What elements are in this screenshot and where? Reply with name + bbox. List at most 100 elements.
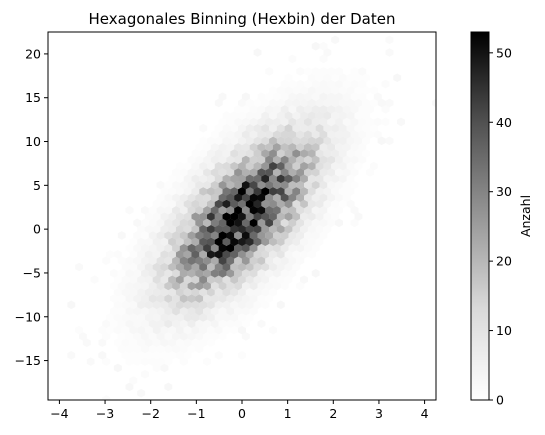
- hexbin-cell: [199, 250, 208, 259]
- hexbin-cell: [296, 142, 305, 152]
- hexbin-cell: [168, 224, 177, 234]
- hexbin-cell: [210, 180, 219, 190]
- hexbin-cell: [129, 300, 138, 310]
- hexbin-cell: [133, 294, 142, 303]
- hexbin-cell: [373, 130, 382, 139]
- hexbin-cell: [199, 149, 208, 158]
- hexbin-cell: [327, 155, 336, 165]
- hexbin-cell: [342, 130, 351, 139]
- hexbin-cell: [265, 67, 274, 76]
- hexbin-cell: [214, 262, 223, 272]
- hexbin-cell: [191, 325, 200, 335]
- colorbar-label: Anzahl: [518, 195, 533, 237]
- hexbin-cell: [226, 281, 235, 291]
- hexbin-cell: [311, 218, 320, 228]
- hexbin-cell: [300, 224, 309, 234]
- hexbin-cell: [300, 275, 309, 284]
- hexbin-cell: [346, 149, 355, 158]
- hexbin-cell: [102, 395, 111, 400]
- hexbin-cell: [191, 212, 200, 221]
- hexbin-cell: [269, 224, 277, 234]
- hexbin-cell: [315, 136, 324, 146]
- hexbin-cell: [160, 262, 169, 272]
- hexbin-cell: [311, 180, 320, 190]
- hexbin-cell: [226, 218, 235, 228]
- hexbin-cell: [86, 357, 95, 366]
- hexbin-cell: [350, 92, 359, 101]
- hexbin-cell: [218, 168, 227, 177]
- hexbin-cell: [311, 67, 320, 76]
- hexbin-cell: [179, 269, 188, 278]
- hexbin-cell: [265, 155, 274, 165]
- hexbin-cell: [238, 275, 246, 284]
- hexbin-cell: [292, 136, 301, 146]
- hexbin-cell: [238, 325, 246, 335]
- hexbin-cell: [179, 193, 188, 202]
- hexbin-cell: [199, 338, 208, 347]
- hexbin-cell: [327, 67, 336, 76]
- hexbin-cell: [350, 117, 359, 127]
- hexbin-cell: [164, 180, 173, 190]
- hexbin-cell: [272, 281, 281, 291]
- hexbin-cell: [234, 281, 243, 291]
- hexbin-cell: [152, 250, 161, 259]
- hexbin-cell: [261, 300, 270, 310]
- hexbin-cell: [272, 130, 281, 139]
- hexbin-cell: [160, 351, 169, 360]
- hexbin-cell: [319, 130, 328, 139]
- hexbin-cell: [245, 300, 254, 310]
- hexbin-cell: [125, 306, 134, 316]
- hexbin-cell: [144, 250, 153, 259]
- hexbin-cell: [284, 199, 293, 209]
- hexbin-cell: [75, 325, 83, 335]
- hexbin-cell: [141, 369, 149, 379]
- hexbin-cell: [292, 199, 301, 209]
- hexbin-cell: [234, 319, 243, 329]
- x-tick-label: 1: [284, 406, 292, 421]
- hexbin-cell: [172, 269, 180, 278]
- hexbin-cell: [148, 332, 157, 341]
- hexbin-cell: [230, 237, 239, 247]
- hexbin-cell: [280, 104, 289, 114]
- hexbin-cell: [276, 111, 285, 120]
- hexbin-cell: [292, 161, 301, 171]
- hexbin-cell: [241, 142, 250, 152]
- hexbin-cell: [67, 351, 76, 360]
- hexbin-cell: [338, 86, 347, 95]
- hexbin-cell: [183, 212, 192, 221]
- hexbin-cell: [311, 41, 320, 51]
- hexbin-cell: [218, 281, 227, 291]
- y-tick-label: 20: [25, 46, 41, 61]
- hexbin-cell: [385, 35, 394, 45]
- hexbin-cell: [207, 262, 215, 272]
- hexbin-cell: [241, 294, 250, 303]
- hexbin-cell: [300, 161, 309, 171]
- hexbin-cell: [354, 123, 363, 133]
- hexbin-cell: [284, 161, 293, 171]
- hexbin-cell: [133, 256, 142, 265]
- hexbin-cell: [207, 161, 215, 171]
- hexbin-cell: [338, 98, 347, 108]
- hexbin-cell: [319, 79, 328, 89]
- hexbin-cell: [203, 256, 212, 265]
- hexbin-cell: [191, 338, 200, 347]
- hexbin-cell: [168, 199, 177, 209]
- hexbin-cell: [179, 319, 188, 329]
- hexbin-cell: [358, 117, 367, 127]
- hexbin-cell: [346, 199, 355, 209]
- hexbin-cell: [117, 269, 126, 278]
- hexbin-cell: [292, 86, 301, 95]
- hexbin-cell: [315, 237, 324, 247]
- hexbin-cell: [288, 193, 297, 202]
- hexbin-cell: [377, 136, 386, 146]
- hexbin-cell: [203, 218, 212, 228]
- hexbin-cell: [300, 187, 309, 196]
- hexbin-cell: [241, 332, 250, 341]
- hexbin-cell: [342, 142, 351, 152]
- hexbin-cell: [269, 250, 277, 259]
- hexbin-cell: [203, 155, 212, 165]
- hexbin-cell: [362, 98, 371, 108]
- hexbin-cell: [210, 218, 219, 228]
- hexbin-cell: [323, 86, 332, 95]
- hexbin-cell: [125, 281, 134, 291]
